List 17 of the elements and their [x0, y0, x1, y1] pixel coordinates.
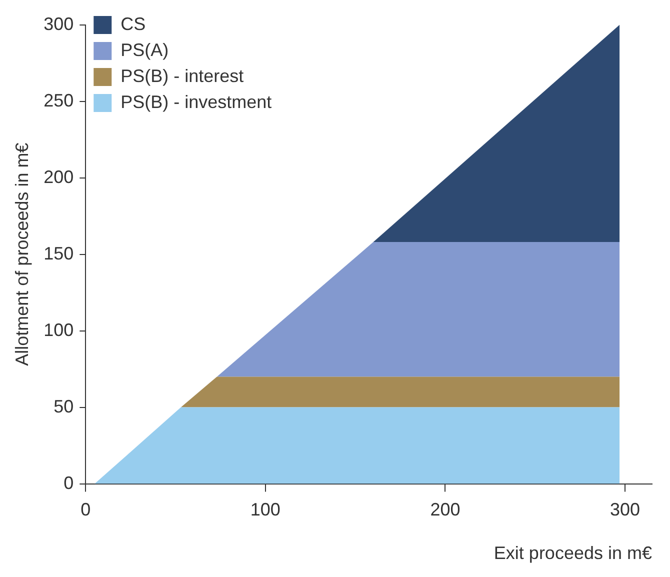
y-tick-label: 0	[64, 472, 74, 493]
legend-label: PS(A)	[120, 40, 169, 60]
y-axis-title: Allotment of proceeds in m€	[12, 142, 32, 366]
y-tick-label: 250	[44, 90, 74, 110]
x-tick-label: 300	[610, 500, 640, 520]
y-tick-label: 200	[44, 166, 74, 187]
x-tick-label: 200	[430, 500, 460, 520]
legend-label: CS	[120, 14, 146, 34]
legend-label: PS(B) - investment	[120, 92, 272, 112]
x-axis-title: Exit proceeds in m€	[494, 543, 652, 564]
y-tick-label: 100	[44, 320, 74, 340]
y-tick-label: 300	[44, 14, 74, 34]
legend-label: PS(B) - interest	[120, 66, 244, 86]
x-tick-label: 0	[80, 500, 91, 520]
y-tick-label: 150	[44, 243, 74, 264]
x-tick-label: 100	[250, 500, 280, 520]
y-tick-label: 50	[54, 396, 74, 416]
